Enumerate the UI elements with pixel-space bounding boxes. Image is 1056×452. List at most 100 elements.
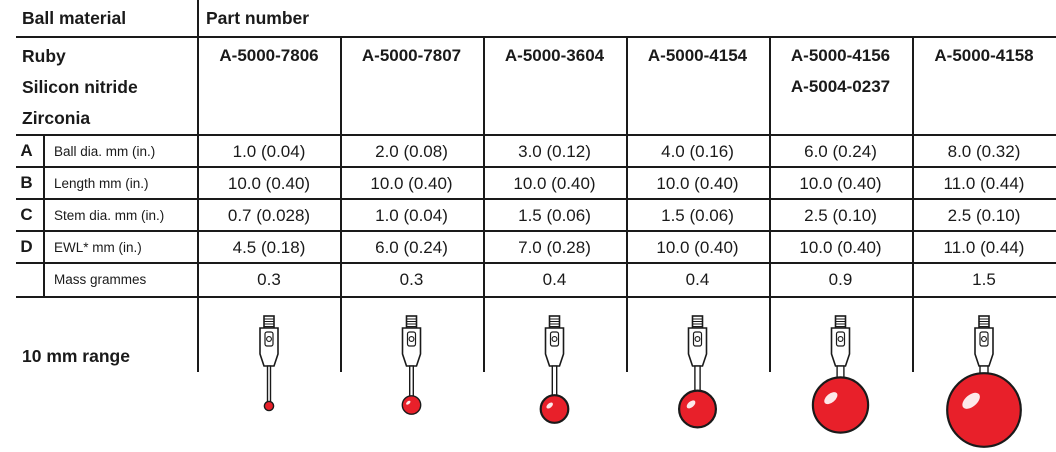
probe-flat xyxy=(979,331,989,347)
table-cell: 10.0 (0.40) xyxy=(656,238,739,257)
table-cell: 0.4 xyxy=(685,270,710,289)
row-letter-d: D xyxy=(20,237,33,256)
stylus-probe-icon xyxy=(677,315,717,429)
row-label-length: Length mm (in.) xyxy=(54,176,149,191)
part-number: A-5000-3604 xyxy=(504,46,605,65)
probe-flat-hole xyxy=(694,336,701,342)
row-letter-a: A xyxy=(20,141,33,160)
stylus-probe-icon xyxy=(946,315,1022,448)
probe-stem xyxy=(551,365,558,398)
probe-stem xyxy=(266,365,272,405)
probe-ball-highlight xyxy=(824,392,838,405)
part-number: A-5000-4154 xyxy=(647,46,748,65)
probe-ball xyxy=(263,400,275,412)
probe-ball-highlight xyxy=(406,400,411,405)
table-cell: 2.5 (0.10) xyxy=(804,206,877,225)
probe-flat xyxy=(692,331,703,347)
column-divider xyxy=(912,36,914,372)
row-label-ball-dia: Ball dia. mm (in.) xyxy=(54,144,156,159)
stylus-probe-icon xyxy=(811,315,870,434)
stylus-probe-icon xyxy=(539,315,570,424)
table-cell: 11.0 (0.44) xyxy=(943,238,1025,257)
table-cell: 8.0 (0.32) xyxy=(947,142,1021,161)
stylus-probe-icon xyxy=(401,315,422,415)
table-cell: 10.0 (0.40) xyxy=(513,174,596,193)
probe-ball-highlight xyxy=(962,392,980,409)
material-zirconia: Zirconia xyxy=(22,108,91,128)
thread xyxy=(263,315,275,329)
probe-flat xyxy=(835,331,846,347)
column-divider xyxy=(626,36,628,372)
part-number: A-5000-7807 xyxy=(361,46,462,65)
table-cell: 1.0 (0.04) xyxy=(232,142,306,161)
probe-flat xyxy=(549,331,560,347)
probe-stem xyxy=(694,365,701,394)
thread xyxy=(834,315,847,329)
probe-ball xyxy=(401,395,422,415)
row-divider xyxy=(16,134,1056,136)
row-divider xyxy=(16,230,1056,232)
table-cell: 7.0 (0.28) xyxy=(518,238,591,257)
row-letter-b: B xyxy=(20,173,33,192)
table-cell: 0.3 xyxy=(257,270,281,289)
probe-ball xyxy=(539,394,570,424)
row-divider xyxy=(16,166,1056,168)
part-number: A-5000-4156 xyxy=(790,46,891,65)
column-divider xyxy=(340,36,342,372)
part-number-alt: A-5004-0237 xyxy=(790,77,891,96)
table-cell: 10.0 (0.40) xyxy=(799,174,882,193)
probe-flat xyxy=(264,331,274,347)
probe-ball xyxy=(811,376,870,434)
probe-flat-hole xyxy=(837,336,844,342)
probe-ball xyxy=(946,372,1022,448)
probe-flat-hole xyxy=(981,336,987,342)
part-number: A-5000-4158 xyxy=(934,46,1034,65)
probe-ball xyxy=(677,389,717,429)
table-cell: 10.0 (0.40) xyxy=(227,174,311,193)
range-label: 10 mm range xyxy=(22,346,130,366)
probe-ball-highlight xyxy=(686,400,696,409)
part-number-heading: Part number xyxy=(206,8,310,28)
table-cell: 1.5 (0.06) xyxy=(518,206,591,225)
row-label-ewl: EWL* mm (in.) xyxy=(54,240,142,255)
row-divider xyxy=(16,262,1056,264)
ball-material-heading: Ball material xyxy=(22,8,127,28)
table-cell: 3.0 (0.12) xyxy=(518,142,591,161)
material-ruby: Ruby xyxy=(22,46,66,66)
column-divider xyxy=(197,0,199,372)
table-cell: 6.0 (0.24) xyxy=(804,142,877,161)
probe-flat-hole xyxy=(408,336,415,342)
part-number: A-5000-7806 xyxy=(219,46,319,65)
row-letter-c: C xyxy=(20,205,33,224)
thread xyxy=(405,315,418,329)
probe-flat-hole xyxy=(266,336,272,342)
table-cell: 0.3 xyxy=(399,270,424,289)
column-divider xyxy=(483,36,485,372)
material-silicon-nitride: Silicon nitride xyxy=(22,77,138,97)
table-cell: 4.5 (0.18) xyxy=(232,238,306,257)
table-cell: 1.0 (0.04) xyxy=(375,206,448,225)
table-cell: 2.0 (0.08) xyxy=(375,142,448,161)
column-divider xyxy=(769,36,771,372)
row-divider xyxy=(16,296,1056,298)
table-cell: 1.5 xyxy=(972,270,996,289)
table-cell: 10.0 (0.40) xyxy=(799,238,882,257)
stylus-probe-icon xyxy=(259,315,279,412)
thread xyxy=(548,315,561,329)
table-cell: 0.4 xyxy=(542,270,567,289)
thread xyxy=(691,315,704,329)
probe-ball-highlight xyxy=(546,402,553,409)
thread xyxy=(978,315,990,329)
probe-flat-hole xyxy=(551,336,558,342)
row-label-mass: Mass grammes xyxy=(54,272,147,287)
table-cell: 2.5 (0.10) xyxy=(947,206,1021,225)
table-cell: 10.0 (0.40) xyxy=(370,174,453,193)
table-cell: 0.9 xyxy=(828,270,853,289)
table-cell: 1.5 (0.06) xyxy=(661,206,734,225)
table-cell: 10.0 (0.40) xyxy=(656,174,739,193)
probe-flat xyxy=(406,331,417,347)
probe-stem xyxy=(408,365,414,399)
table-cell: 11.0 (0.44) xyxy=(943,174,1025,193)
row-divider xyxy=(16,198,1056,200)
row-label-stem-dia: Stem dia. mm (in.) xyxy=(54,208,165,223)
